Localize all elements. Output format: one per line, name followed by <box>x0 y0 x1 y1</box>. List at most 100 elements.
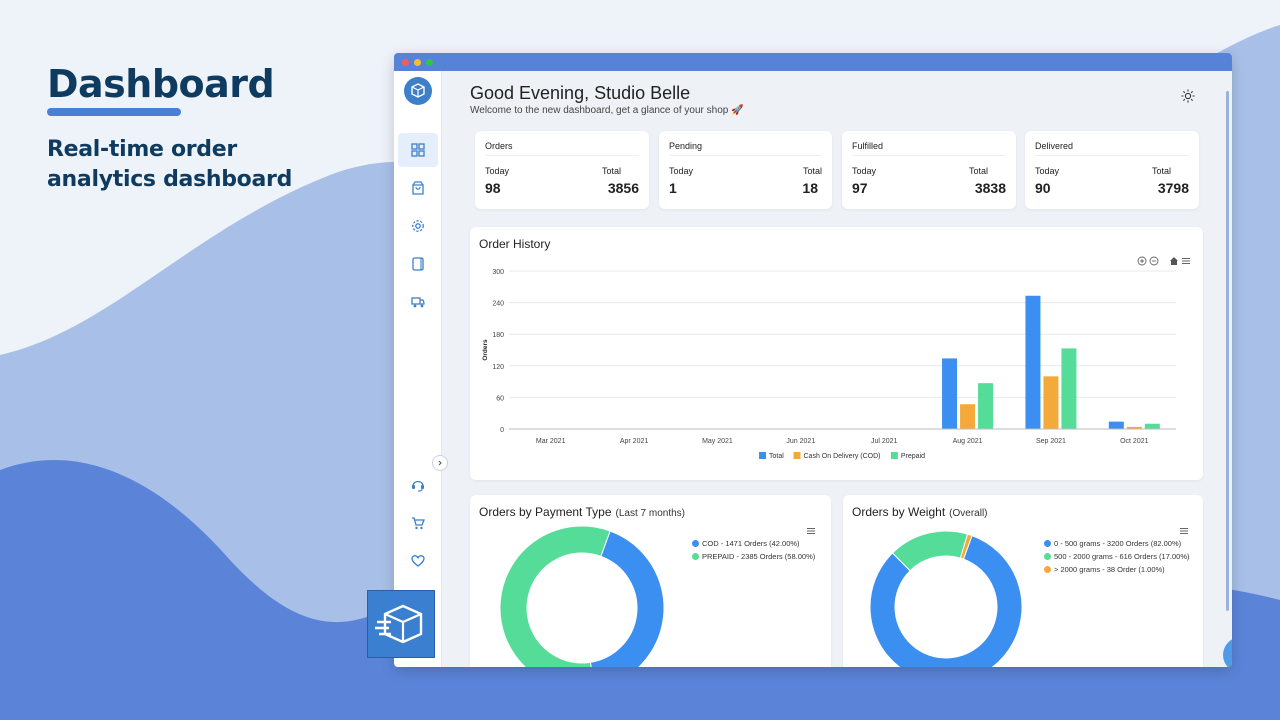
app-logo <box>367 590 435 658</box>
sidebar-item-orders[interactable] <box>398 171 438 205</box>
sidebar-item-settings[interactable] <box>398 209 438 243</box>
donut-slice <box>869 534 1023 667</box>
bar-2 <box>978 383 994 429</box>
chevron-right-icon <box>438 460 442 466</box>
legend-label: > 2000 grams - 38 Order (1.00%) <box>1054 565 1165 574</box>
y-tick-label: 120 <box>492 364 504 371</box>
chart-toolbar <box>1137 256 1191 266</box>
stat-total-value: 3838 <box>974 180 1006 196</box>
stat-today-value: 97 <box>852 180 868 196</box>
y-tick-label: 60 <box>496 395 504 402</box>
weight-menu-icon[interactable] <box>1179 526 1189 536</box>
main-scrollbar[interactable] <box>1226 91 1229 611</box>
donut-slice <box>499 525 611 667</box>
stat-today-label: Today <box>1035 166 1060 176</box>
legend-item[interactable]: PREPAID - 2385 Orders (58.00%) <box>692 552 815 561</box>
zoom-out-icon[interactable] <box>1149 256 1159 266</box>
bar-2 <box>1061 348 1077 429</box>
heart-icon <box>411 555 425 567</box>
order-history-card: Order History 300 240 180 120 60 0 Orders Mar 2… <box>470 227 1203 480</box>
bar-2 <box>1144 423 1160 429</box>
sidebar-item-notes[interactable] <box>398 247 438 281</box>
weight-donut <box>869 530 1023 667</box>
maximize-window-button[interactable] <box>426 58 433 66</box>
theme-toggle-sun-icon[interactable] <box>1181 89 1195 103</box>
legend-item[interactable]: 500 - 2000 grams - 616 Orders (17.00%) <box>1044 552 1189 561</box>
legend-swatch <box>793 452 801 459</box>
promo-subtitle: Real-time order analytics dashboard <box>47 137 293 192</box>
sidebar-item-dashboard[interactable] <box>398 133 438 167</box>
donut-slice <box>959 533 973 560</box>
close-window-button[interactable] <box>402 58 409 66</box>
weight-title: Orders by Weight (Overall) <box>852 505 988 519</box>
sidebar-item-support[interactable] <box>398 468 438 502</box>
stat-card-pending: Pending Today Total 1 18 <box>659 131 832 209</box>
stat-title: Pending <box>669 141 703 151</box>
legend-item[interactable]: COD - 1471 Orders (42.00%) <box>692 539 800 548</box>
minimize-window-button[interactable] <box>414 58 421 66</box>
bar-1 <box>1043 376 1059 429</box>
legend-label: 500 - 2000 grams - 616 Orders (17.00%) <box>1054 552 1190 561</box>
main-content: Good Evening, Studio Belle Welcome to th… <box>442 71 1232 667</box>
sidebar-collapse-button[interactable] <box>432 455 448 471</box>
stat-card-delivered: Delivered Today Total 90 3798 <box>1025 131 1199 209</box>
stat-total-label: Total <box>1151 166 1171 176</box>
stat-title: Fulfilled <box>852 141 884 151</box>
home-reset-icon[interactable] <box>1169 256 1179 266</box>
payment-type-card: Orders by Payment Type (Last 7 months) CO… <box>470 495 831 667</box>
weight-card: Orders by Weight (Overall) 0 - 500 grams … <box>843 495 1203 667</box>
x-tick-label: Sep 2021 <box>1036 438 1066 445</box>
window-titlebar <box>394 53 1232 71</box>
stat-today-value: 90 <box>1035 180 1051 196</box>
y-tick-label: 0 <box>500 427 504 434</box>
app-window: Good Evening, Studio Belle Welcome to th… <box>394 53 1232 667</box>
stat-divider <box>852 155 1006 156</box>
sidebar <box>394 71 442 667</box>
payment-menu-icon[interactable] <box>806 526 816 536</box>
shopping-bag-icon <box>412 181 424 195</box>
order-history-title: Order History <box>479 237 551 251</box>
legend-label: PREPAID - 2385 Orders (58.00%) <box>702 552 816 561</box>
payment-type-title: Orders by Payment Type (Last 7 months) <box>479 505 685 519</box>
stat-card-orders: Orders Today Total 98 3856 <box>475 131 649 209</box>
legend-swatch <box>759 452 766 459</box>
y-tick-label: 240 <box>492 301 504 308</box>
legend-label: Cash On Delivery (COD) <box>804 453 881 460</box>
legend-label: 0 - 500 grams - 3200 Orders (82.00%) <box>1054 539 1182 548</box>
x-tick-label: Jun 2021 <box>786 438 815 445</box>
x-tick-label: Mar 2021 <box>536 438 566 445</box>
payment-type-donut <box>499 525 665 667</box>
stat-today-label: Today <box>669 166 694 176</box>
x-tick-label: Oct 2021 <box>1120 438 1149 445</box>
stat-total-label: Total <box>601 166 621 176</box>
sidebar-item-cart[interactable] <box>398 506 438 540</box>
legend-swatch <box>890 452 898 459</box>
stat-card-fulfilled: Fulfilled Today Total 97 3838 <box>842 131 1016 209</box>
greeting-title: Good Evening, Studio Belle <box>470 83 691 103</box>
zoom-in-icon[interactable] <box>1137 256 1147 266</box>
greeting-subtitle: Welcome to the new dashboard, get a glan… <box>470 105 744 116</box>
y-axis-label: Orders <box>482 339 489 361</box>
donut-slice <box>891 530 969 572</box>
stat-title: Orders <box>485 141 513 151</box>
truck-icon <box>411 297 425 308</box>
menu-icon[interactable] <box>1181 256 1191 266</box>
headset-icon <box>412 480 424 492</box>
cart-icon <box>412 517 425 530</box>
promo-underline <box>47 108 181 116</box>
stat-total-value: 3856 <box>607 180 639 196</box>
stat-total-label: Total <box>802 166 822 176</box>
sidebar-item-shipping[interactable] <box>398 285 438 319</box>
legend-item[interactable]: 0 - 500 grams - 3200 Orders (82.00%) <box>1044 539 1181 548</box>
shop-logo-icon[interactable] <box>404 77 432 105</box>
payment-type-qualifier: (Last 7 months) <box>615 508 685 519</box>
bar-0 <box>1108 421 1124 429</box>
sidebar-item-favorites[interactable] <box>398 544 438 578</box>
legend-item[interactable]: > 2000 grams - 38 Order (1.00%) <box>1044 565 1165 574</box>
notebook-icon <box>412 257 424 271</box>
legend-label: Total <box>769 453 784 460</box>
stat-today-label: Today <box>852 166 877 176</box>
chat-launcher-button[interactable]: 1 <box>1223 637 1232 667</box>
legend-dot <box>692 540 699 547</box>
legend-label: Prepaid <box>901 453 925 460</box>
